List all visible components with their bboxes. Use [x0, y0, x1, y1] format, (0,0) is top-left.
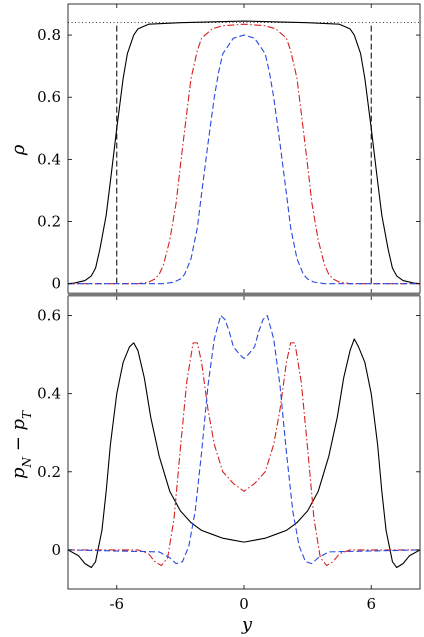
- y-tick-label: 0.2: [37, 213, 61, 231]
- y-tick-label: 0: [51, 541, 61, 559]
- x-tick-label: 0: [239, 595, 249, 613]
- y-tick-label: 0.6: [37, 88, 61, 106]
- series-line-dashed: [67, 314, 421, 565]
- series-line-solid: [67, 20, 421, 285]
- y-tick-label: 0.4: [37, 150, 61, 168]
- y-tick-label: 0: [51, 275, 61, 293]
- density-panel: 0 0.2 0.4 0.6 0.8: [37, 3, 421, 294]
- series-line-solid: [67, 338, 421, 569]
- panel-separator: [68, 292, 420, 297]
- y-tick-label: 0.4: [37, 385, 61, 403]
- y-tick-label: 0.6: [37, 307, 61, 325]
- plot-frame: [67, 295, 421, 590]
- series-line-dashed: [68, 34, 420, 285]
- x-tick-label: -6: [109, 595, 124, 613]
- top-y-axis-label: ρ: [8, 144, 29, 156]
- series-line-dashdot: [68, 23, 420, 285]
- pressure-difference-panel: 0 0.2 0.4 0.6 -6 0 6: [37, 295, 421, 613]
- y-tick-label: 0.2: [37, 463, 61, 481]
- series-line-dashdot: [68, 342, 420, 567]
- y-tick-label: 0.8: [37, 26, 61, 44]
- x-tick-label: 6: [366, 595, 376, 613]
- x-axis-label: y: [241, 614, 253, 635]
- plot-frame: [67, 3, 421, 294]
- bottom-y-axis-label: pN − pT: [8, 410, 34, 479]
